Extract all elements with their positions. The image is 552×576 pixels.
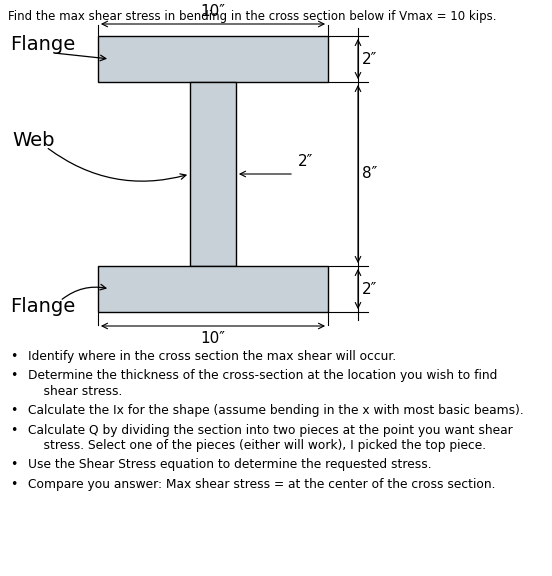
Text: •: • — [10, 350, 17, 363]
Bar — [98, 36, 328, 82]
Text: •: • — [10, 369, 17, 382]
Text: Compare you answer: Max shear stress = at the center of the cross section.: Compare you answer: Max shear stress = a… — [28, 478, 496, 491]
Text: 10″: 10″ — [200, 4, 226, 19]
Text: 10″: 10″ — [200, 331, 226, 346]
Text: Calculate Q by dividing the section into two pieces at the point you want shear: Calculate Q by dividing the section into… — [28, 424, 513, 437]
Text: Web: Web — [12, 131, 55, 150]
Text: shear stress.: shear stress. — [28, 385, 123, 397]
Text: Find the max shear stress in bending in the cross section below if Vmax = 10 kip: Find the max shear stress in bending in … — [8, 10, 496, 23]
Bar — [190, 82, 236, 266]
Text: Use the Shear Stress equation to determine the requested stress.: Use the Shear Stress equation to determi… — [28, 458, 432, 471]
Text: Calculate the Ix for the shape (assume bending in the x with most basic beams).: Calculate the Ix for the shape (assume b… — [28, 404, 524, 417]
Text: Flange: Flange — [10, 297, 75, 316]
Text: Determine the thickness of the cross-section at the location you wish to find: Determine the thickness of the cross-sec… — [28, 369, 497, 382]
Text: 2″: 2″ — [362, 51, 378, 66]
Text: Flange: Flange — [10, 36, 75, 55]
Text: stress. Select one of the pieces (either will work), I picked the top piece.: stress. Select one of the pieces (either… — [28, 439, 486, 452]
Text: •: • — [10, 478, 17, 491]
Bar — [98, 266, 328, 312]
Text: 2″: 2″ — [298, 154, 314, 169]
Text: •: • — [10, 424, 17, 437]
Text: 8″: 8″ — [362, 166, 378, 181]
Text: Identify where in the cross section the max shear will occur.: Identify where in the cross section the … — [28, 350, 396, 363]
Text: •: • — [10, 404, 17, 417]
Text: 2″: 2″ — [362, 282, 378, 297]
Text: •: • — [10, 458, 17, 471]
